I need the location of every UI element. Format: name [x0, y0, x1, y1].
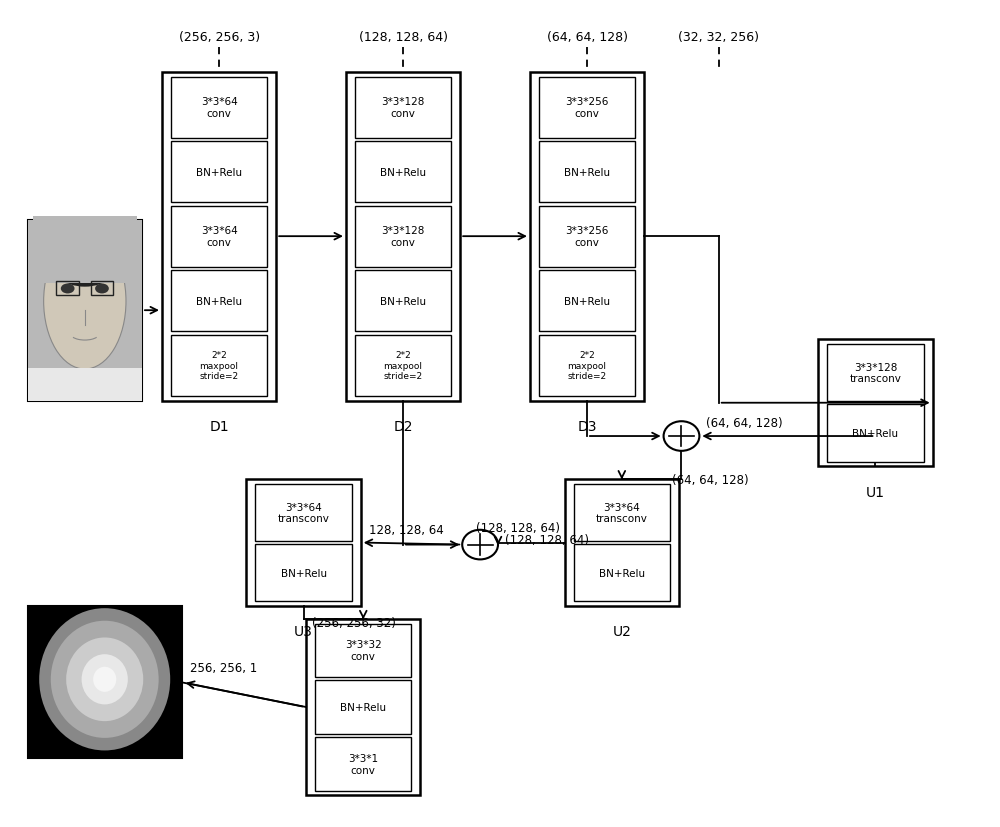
- FancyBboxPatch shape: [827, 345, 924, 402]
- Text: (64, 64, 128): (64, 64, 128): [672, 474, 748, 486]
- Text: BN+Relu: BN+Relu: [564, 168, 610, 178]
- Text: (256, 256, 32): (256, 256, 32): [312, 616, 395, 629]
- Text: 3*3*128
conv: 3*3*128 conv: [381, 226, 425, 247]
- Text: U3: U3: [294, 624, 313, 638]
- Text: 3*3*64
conv: 3*3*64 conv: [201, 226, 237, 247]
- Ellipse shape: [66, 638, 143, 721]
- FancyBboxPatch shape: [539, 78, 635, 139]
- Text: BN+Relu: BN+Relu: [564, 296, 610, 306]
- Bar: [28, 221, 142, 401]
- FancyBboxPatch shape: [827, 405, 924, 462]
- Bar: [28, 606, 182, 758]
- FancyBboxPatch shape: [574, 544, 670, 601]
- Text: D3: D3: [577, 419, 597, 433]
- Text: (128, 128, 64): (128, 128, 64): [505, 533, 589, 547]
- FancyBboxPatch shape: [346, 73, 460, 401]
- FancyBboxPatch shape: [171, 78, 267, 139]
- Text: 3*3*32
conv: 3*3*32 conv: [345, 640, 382, 662]
- Text: 3*3*128
conv: 3*3*128 conv: [381, 98, 425, 119]
- FancyBboxPatch shape: [171, 270, 267, 332]
- Text: 3*3*1
conv: 3*3*1 conv: [348, 753, 378, 775]
- FancyBboxPatch shape: [306, 619, 420, 796]
- Text: 128, 128, 64: 128, 128, 64: [369, 523, 443, 536]
- Ellipse shape: [45, 218, 125, 287]
- FancyBboxPatch shape: [818, 340, 933, 467]
- Ellipse shape: [61, 284, 75, 294]
- Bar: [91, 282, 113, 295]
- FancyBboxPatch shape: [171, 142, 267, 203]
- Text: BN+Relu: BN+Relu: [380, 168, 426, 178]
- Text: 2*2
maxpool
stride=2: 2*2 maxpool stride=2: [567, 351, 607, 380]
- Text: (64, 64, 128): (64, 64, 128): [706, 417, 783, 430]
- FancyBboxPatch shape: [315, 624, 411, 677]
- Text: BN+Relu: BN+Relu: [196, 168, 242, 178]
- FancyBboxPatch shape: [355, 78, 451, 139]
- FancyBboxPatch shape: [355, 335, 451, 396]
- Text: (64, 64, 128): (64, 64, 128): [547, 31, 628, 44]
- Bar: [33, 217, 137, 284]
- Text: BN+Relu: BN+Relu: [196, 296, 242, 306]
- FancyBboxPatch shape: [255, 484, 352, 541]
- Ellipse shape: [93, 667, 116, 692]
- Text: (256, 256, 3): (256, 256, 3): [179, 31, 260, 44]
- FancyBboxPatch shape: [355, 206, 451, 267]
- Bar: [28, 221, 142, 401]
- Text: BN+Relu: BN+Relu: [281, 568, 327, 578]
- FancyBboxPatch shape: [565, 479, 679, 606]
- Text: (128, 128, 64): (128, 128, 64): [476, 522, 560, 535]
- Text: 3*3*64
transconv: 3*3*64 transconv: [278, 502, 330, 523]
- FancyBboxPatch shape: [539, 270, 635, 332]
- FancyBboxPatch shape: [255, 544, 352, 601]
- Ellipse shape: [95, 284, 109, 294]
- FancyBboxPatch shape: [539, 206, 635, 267]
- FancyBboxPatch shape: [28, 369, 142, 401]
- Ellipse shape: [51, 621, 159, 738]
- Text: 3*3*64
conv: 3*3*64 conv: [201, 98, 237, 119]
- Ellipse shape: [44, 234, 126, 370]
- FancyBboxPatch shape: [171, 206, 267, 267]
- FancyBboxPatch shape: [162, 73, 276, 401]
- Text: 3*3*256
conv: 3*3*256 conv: [565, 226, 609, 247]
- FancyBboxPatch shape: [539, 335, 635, 396]
- Text: 3*3*256
conv: 3*3*256 conv: [565, 98, 609, 119]
- Text: 3*3*128
transconv: 3*3*128 transconv: [849, 362, 901, 384]
- Text: 256, 256, 1: 256, 256, 1: [190, 662, 257, 674]
- Text: BN+Relu: BN+Relu: [380, 296, 426, 306]
- FancyBboxPatch shape: [574, 484, 670, 541]
- FancyBboxPatch shape: [315, 681, 411, 734]
- Text: 2*2
maxpool
stride=2: 2*2 maxpool stride=2: [383, 351, 423, 380]
- Text: D1: D1: [209, 419, 229, 433]
- Text: BN+Relu: BN+Relu: [340, 702, 386, 712]
- Text: 3*3*64
transconv: 3*3*64 transconv: [596, 502, 648, 523]
- Bar: [56, 282, 79, 295]
- Text: (128, 128, 64): (128, 128, 64): [359, 31, 448, 44]
- FancyBboxPatch shape: [355, 270, 451, 332]
- FancyBboxPatch shape: [539, 142, 635, 203]
- FancyBboxPatch shape: [171, 335, 267, 396]
- FancyBboxPatch shape: [355, 142, 451, 203]
- Ellipse shape: [82, 654, 128, 705]
- FancyBboxPatch shape: [246, 479, 361, 606]
- Text: D2: D2: [393, 419, 413, 433]
- Text: (32, 32, 256): (32, 32, 256): [678, 31, 759, 44]
- Text: U2: U2: [612, 624, 631, 638]
- Text: BN+Relu: BN+Relu: [599, 568, 645, 578]
- FancyBboxPatch shape: [315, 737, 411, 791]
- Text: 2*2
maxpool
stride=2: 2*2 maxpool stride=2: [200, 351, 239, 380]
- Text: BN+Relu: BN+Relu: [852, 428, 898, 438]
- Text: U1: U1: [866, 485, 885, 499]
- FancyBboxPatch shape: [530, 73, 644, 401]
- Ellipse shape: [39, 609, 170, 751]
